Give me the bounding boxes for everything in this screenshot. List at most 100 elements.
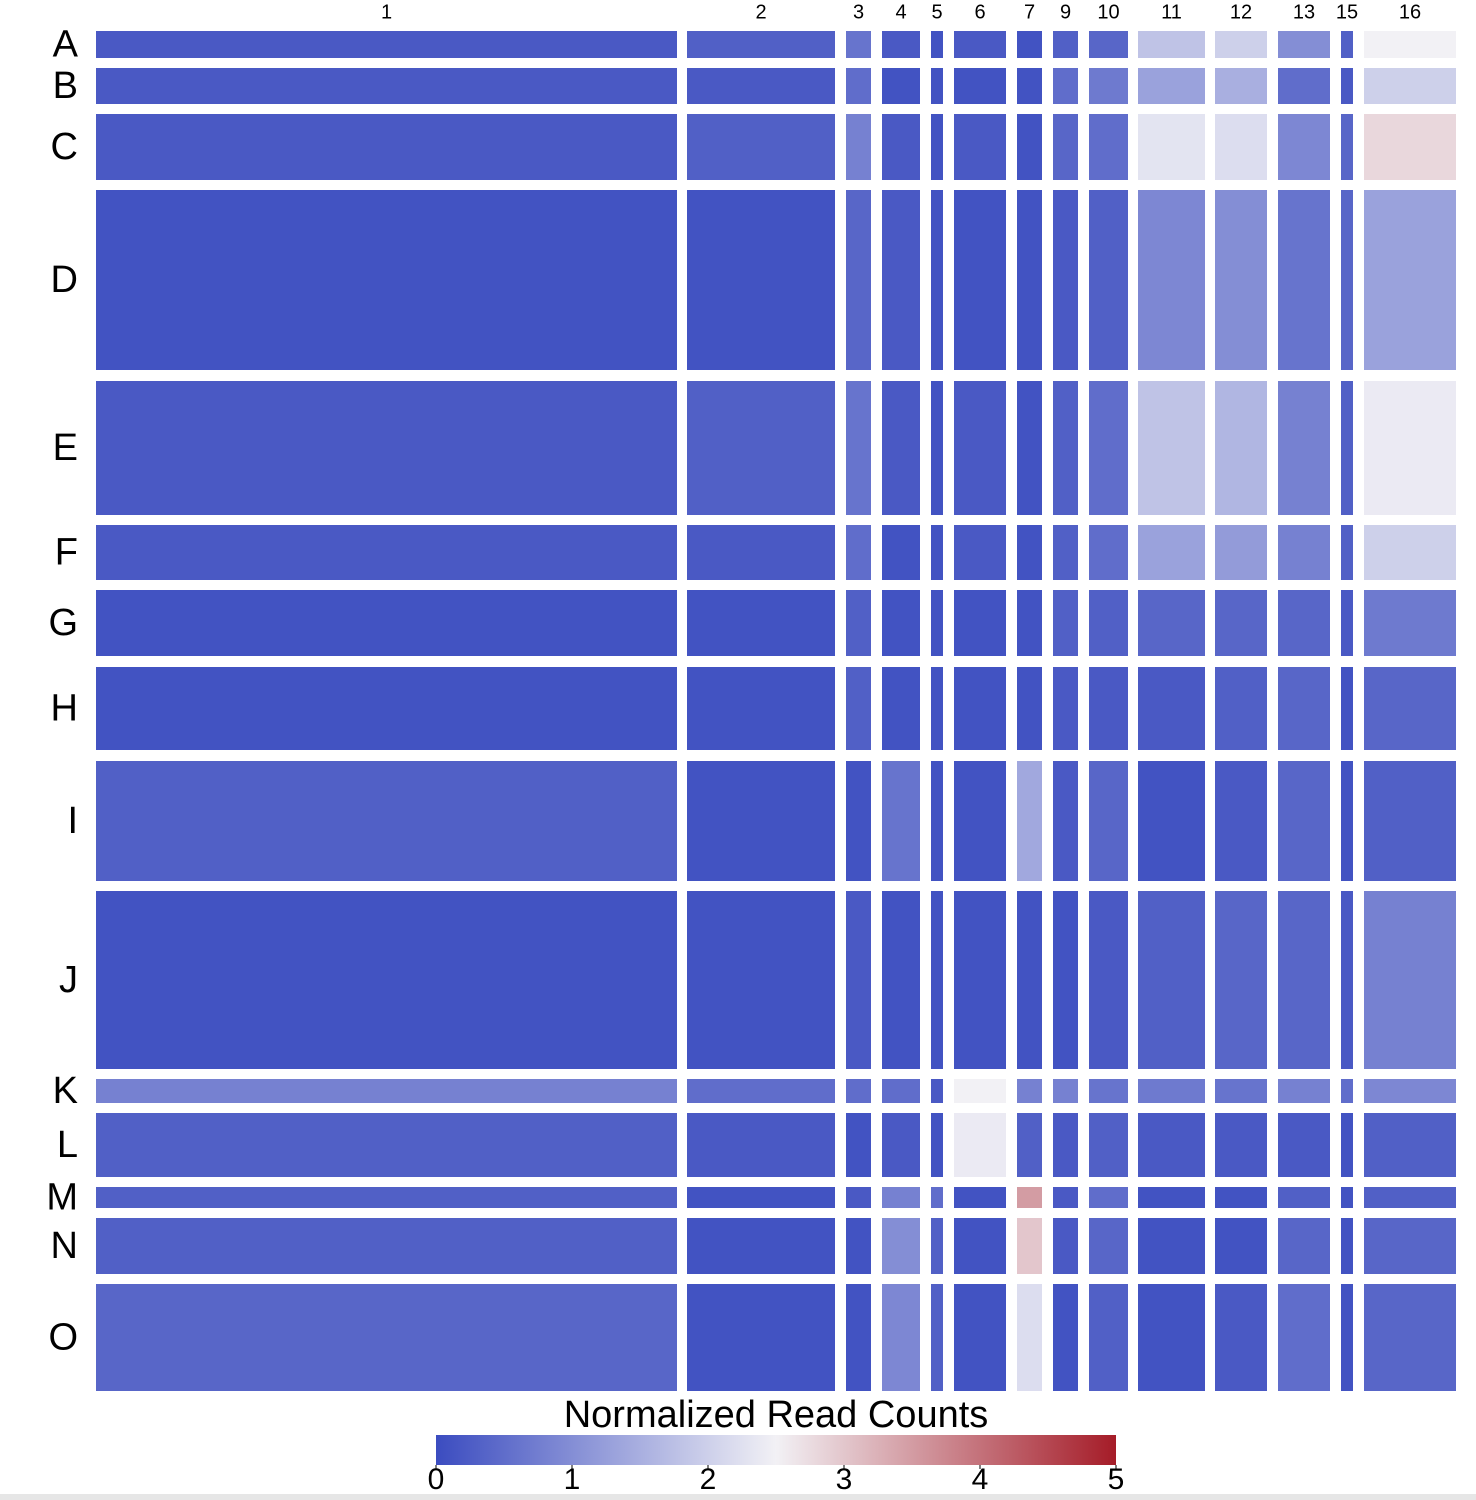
heatmap-cell: [1138, 761, 1205, 881]
heatmap-cell: [882, 68, 920, 104]
heatmap-cell: [1089, 891, 1128, 1069]
heatmap-cell: [954, 114, 1006, 180]
heatmap-cell: [882, 31, 920, 58]
heatmap-cell: [1364, 190, 1456, 370]
heatmap-cell: [1053, 1113, 1078, 1177]
heatmap-cell: [1215, 31, 1267, 58]
row-label: J: [59, 959, 78, 1001]
heatmap-cell: [1089, 1187, 1128, 1208]
column-label: 6: [974, 1, 985, 23]
heatmap-cell: [1278, 31, 1330, 58]
heatmap-cell: [1278, 891, 1330, 1069]
heatmap-cell: [96, 1284, 677, 1391]
heatmap-cell: [931, 761, 943, 881]
column-label: 12: [1230, 1, 1252, 23]
heatmap-cell: [1215, 68, 1267, 104]
heatmap-cell: [1053, 1284, 1078, 1391]
heatmap-cell: [882, 190, 920, 370]
heatmap-cell: [1341, 381, 1353, 515]
colorbar-tick-label: 5: [1108, 1463, 1125, 1496]
heatmap-cell: [846, 190, 871, 370]
heatmap-cell: [1089, 31, 1128, 58]
column-label: 5: [931, 1, 942, 23]
heatmap-cell: [1053, 525, 1078, 580]
column-label: 15: [1336, 1, 1358, 23]
heatmap-cell: [931, 667, 943, 750]
heatmap-cell: [1364, 1079, 1456, 1103]
heatmap-cell: [1364, 1284, 1456, 1391]
heatmap-cell: [1215, 190, 1267, 370]
heatmap-cell: [1017, 31, 1042, 58]
row-label: B: [53, 65, 78, 107]
heatmap-cell: [954, 68, 1006, 104]
heatmap-cell: [846, 667, 871, 750]
heatmap-cell: [1017, 1187, 1042, 1208]
heatmap-cell: [1053, 1187, 1078, 1208]
heatmap-cell: [1138, 590, 1205, 656]
heatmap-cell: [1215, 114, 1267, 180]
heatmap-cell: [846, 1187, 871, 1208]
heatmap-cell: [846, 891, 871, 1069]
heatmap-cell: [954, 1284, 1006, 1391]
heatmap-cell: [882, 1218, 920, 1274]
heatmap-cell: [1138, 1218, 1205, 1274]
heatmap-cell: [1278, 1218, 1330, 1274]
heatmap-cell: [1278, 1284, 1330, 1391]
heatmap-cell: [1053, 590, 1078, 656]
heatmap-cell: [1138, 1284, 1205, 1391]
heatmap-cell: [1138, 1187, 1205, 1208]
heatmap-cell: [1089, 1113, 1128, 1177]
heatmap-cell: [1278, 381, 1330, 515]
heatmap-cell: [1053, 381, 1078, 515]
heatmap-cell: [1089, 590, 1128, 656]
row-label: L: [57, 1124, 78, 1166]
heatmap-cell: [954, 1218, 1006, 1274]
heatmap-cell: [846, 381, 871, 515]
heatmap-cell: [1053, 761, 1078, 881]
heatmap-cell: [1089, 525, 1128, 580]
heatmap-cell: [1017, 525, 1042, 580]
heatmap-cell: [1089, 761, 1128, 881]
heatmap-cell: [882, 525, 920, 580]
heatmap-cell: [882, 1284, 920, 1391]
colorbar-tick-label: 0: [428, 1463, 445, 1496]
heatmap-cell: [1138, 114, 1205, 180]
heatmap-cell: [1341, 1113, 1353, 1177]
heatmap-cell: [846, 525, 871, 580]
heatmap-cell: [1138, 525, 1205, 580]
heatmap-cell: [1053, 1218, 1078, 1274]
column-label: 1: [381, 1, 392, 23]
column-label: 13: [1293, 1, 1315, 23]
colorbar: [436, 1435, 1116, 1465]
heatmap-cell: [1278, 1187, 1330, 1208]
heatmap-cell: [1341, 1284, 1353, 1391]
heatmap-cell: [1341, 190, 1353, 370]
heatmap-cell: [1017, 381, 1042, 515]
heatmap-cell: [954, 1079, 1006, 1103]
heatmap-cell: [954, 525, 1006, 580]
heatmap-cell: [931, 114, 943, 180]
heatmap-cell: [1017, 1113, 1042, 1177]
heatmap-cell: [1364, 31, 1456, 58]
heatmap-cell: [96, 381, 677, 515]
heatmap-cell: [96, 31, 677, 58]
heatmap-cell: [96, 667, 677, 750]
heatmap-cell: [687, 1187, 835, 1208]
column-label: 3: [853, 1, 864, 23]
heatmap-cell: [954, 381, 1006, 515]
heatmap-cell: [882, 667, 920, 750]
heatmap-cell: [846, 761, 871, 881]
heatmap-cell: [1278, 190, 1330, 370]
row-label: I: [67, 800, 78, 842]
row-label: E: [53, 427, 78, 469]
heatmap-cell: [1364, 1187, 1456, 1208]
heatmap-cell: [1278, 761, 1330, 881]
heatmap-cell: [1017, 1218, 1042, 1274]
heatmap-cell: [882, 590, 920, 656]
heatmap-cell: [846, 68, 871, 104]
heatmap-cell: [1278, 68, 1330, 104]
heatmap-cell: [1215, 1187, 1267, 1208]
heatmap-cell: [687, 1113, 835, 1177]
heatmap-cell: [1017, 114, 1042, 180]
heatmap-cell: [1341, 761, 1353, 881]
